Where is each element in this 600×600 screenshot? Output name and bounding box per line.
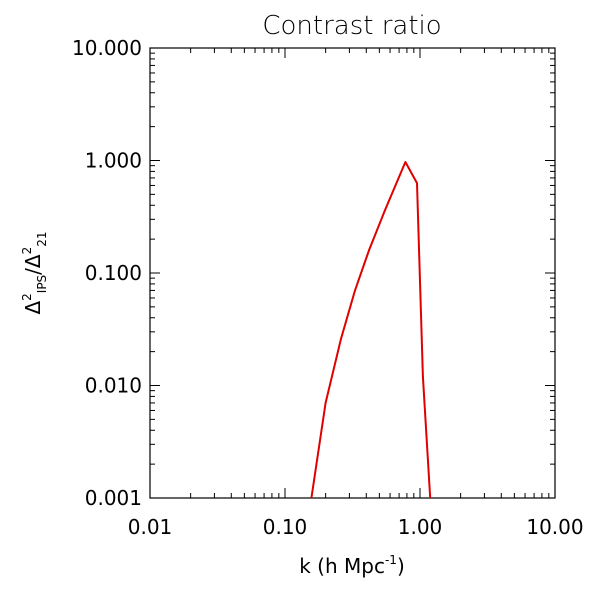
y-tick-labels: 0.001 0.010 0.100 1.000 10.000 [72, 36, 142, 510]
y-tick-label: 0.001 [85, 486, 142, 510]
x-tick-label: 0.01 [128, 515, 173, 539]
x-axis-label-main: k (h Mpc [299, 554, 385, 578]
y-tick-label: 0.010 [85, 374, 142, 398]
y-label-sub-2: 21 [35, 231, 49, 246]
series-line [310, 161, 432, 499]
x-axis-label: k (h Mpc-1) [299, 553, 405, 578]
y-tick-label: 0.100 [85, 261, 142, 285]
chart-title: Contrast ratio [262, 11, 441, 41]
y-tick-label: 10.000 [72, 36, 142, 60]
y-label-delta-2: Δ [21, 254, 45, 268]
y-axis-label: Δ2IPS/Δ221 [20, 231, 49, 314]
y-tick-label: 1.000 [85, 149, 142, 173]
x-axis-label-superscript: -1 [385, 553, 397, 567]
y-label-sub-1: IPS [35, 275, 49, 293]
x-tick-label: 10.00 [526, 515, 583, 539]
y-label-sup-2: 2 [20, 247, 34, 255]
plot-frame [149, 47, 556, 499]
axis-ticks [149, 47, 556, 499]
y-label-sup-1: 2 [20, 293, 34, 301]
x-tick-labels: 0.01 0.10 1.00 10.00 [128, 515, 584, 539]
x-tick-label: 0.10 [263, 515, 308, 539]
y-label-delta-1: Δ [21, 301, 45, 315]
x-axis-label-close: ) [397, 554, 405, 578]
y-label-slash: / [21, 268, 45, 275]
series-group [310, 161, 432, 499]
x-tick-label: 1.00 [398, 515, 443, 539]
